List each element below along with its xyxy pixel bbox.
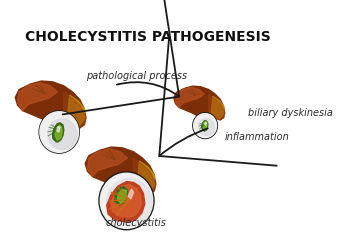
Text: CHOLECYSTITIS PATHOGENESIS: CHOLECYSTITIS PATHOGENESIS — [25, 30, 271, 44]
Circle shape — [38, 110, 80, 154]
Polygon shape — [57, 126, 60, 132]
Circle shape — [194, 114, 217, 138]
Polygon shape — [137, 161, 154, 192]
Polygon shape — [64, 92, 86, 128]
Circle shape — [98, 171, 155, 230]
Polygon shape — [53, 123, 64, 142]
Text: pathological process: pathological process — [85, 71, 187, 81]
Polygon shape — [15, 81, 86, 128]
Circle shape — [193, 113, 217, 138]
Polygon shape — [117, 190, 126, 203]
Polygon shape — [87, 149, 127, 177]
Polygon shape — [211, 96, 224, 119]
Polygon shape — [18, 83, 58, 111]
Polygon shape — [203, 122, 207, 130]
Text: inflammation: inflammation — [224, 132, 289, 142]
Polygon shape — [204, 122, 206, 125]
Circle shape — [48, 119, 77, 150]
Polygon shape — [202, 121, 208, 131]
Polygon shape — [208, 94, 225, 120]
Polygon shape — [174, 86, 225, 120]
Polygon shape — [111, 185, 141, 217]
Polygon shape — [107, 181, 145, 222]
Polygon shape — [85, 147, 156, 194]
Polygon shape — [176, 87, 204, 108]
Polygon shape — [134, 158, 156, 194]
Circle shape — [40, 112, 79, 152]
Text: biliary dyskinesia: biliary dyskinesia — [248, 108, 333, 118]
Circle shape — [198, 119, 214, 135]
Polygon shape — [55, 125, 62, 140]
Polygon shape — [128, 189, 134, 199]
Polygon shape — [115, 186, 128, 205]
Text: cholecystitis: cholecystitis — [106, 218, 166, 228]
Circle shape — [107, 179, 152, 226]
Polygon shape — [67, 95, 84, 126]
Circle shape — [100, 173, 153, 228]
